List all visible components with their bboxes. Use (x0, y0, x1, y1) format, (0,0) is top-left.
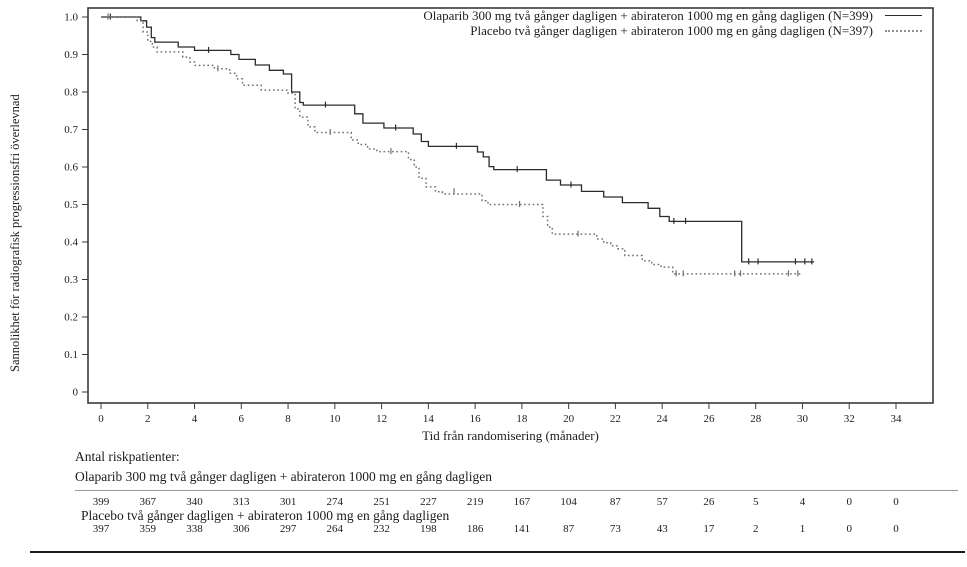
risk-count: 0 (893, 523, 899, 535)
x-tick-label: 2 (145, 413, 151, 425)
risk-count: 26 (703, 496, 715, 508)
risk-count: 251 (373, 496, 390, 508)
x-tick-label: 16 (470, 413, 482, 425)
risk-count: 1 (799, 523, 806, 535)
risk-count: 43 (656, 523, 668, 535)
x-tick-label: 28 (750, 413, 762, 425)
y-tick-label: 0.1 (64, 349, 78, 361)
risk-group-label-olaparib: Olaparib 300 mg två gånger dagligen + ab… (75, 469, 492, 484)
x-tick-label: 8 (285, 413, 291, 425)
risk-count: 57 (656, 496, 668, 508)
risk-count: 399 (92, 496, 110, 508)
risk-count: 297 (279, 523, 297, 535)
x-tick-label: 18 (516, 413, 528, 425)
risk-group-label-placebo: Placebo två gånger dagligen + abirateron… (81, 508, 450, 523)
risk-count: 367 (139, 496, 157, 508)
risk-count: 301 (279, 496, 297, 508)
y-tick-label: 0.2 (64, 312, 78, 324)
risk-count: 313 (233, 496, 250, 508)
km-plot-canvas: 1.00.90.80.70.60.50.40.30.20.100 2 4 6 8 10 12… (64, 7, 934, 425)
risk-count: 17 (703, 523, 715, 535)
risk-count: 0 (846, 496, 852, 508)
risk-count: 5 (752, 496, 759, 508)
risk-count: 0 (893, 496, 899, 508)
legend-item-placebo: Placebo två gånger dagligen + abirateron… (423, 23, 922, 38)
x-tick-label: 0 (98, 413, 104, 425)
km-curve-solid (101, 16, 815, 263)
x-tick-label: 30 (797, 413, 809, 425)
y-axis-label: Sannolikhet för radiografisk progression… (8, 94, 22, 372)
risk-count: 306 (233, 523, 250, 535)
y-tick-label: 0.6 (64, 162, 78, 174)
risk-count: 274 (326, 496, 344, 508)
dotted-line-sample-icon (885, 29, 922, 32)
risk-count: 104 (560, 496, 577, 508)
y-tick-label: 0 (73, 387, 79, 399)
x-tick-label: 10 (329, 413, 341, 425)
risk-counts-olaparib: 399 367 340 313 301 274 251 227 219 167 104 87 57 26 5… (0, 496, 967, 510)
legend-label-olaparib: Olaparib 300 mg två gånger dagligen + ab… (423, 7, 873, 23)
x-tick-label: 34 (891, 413, 903, 425)
x-tick-label: 24 (657, 413, 669, 425)
y-tick-label: 0.8 (64, 87, 78, 99)
risk-count: 338 (186, 523, 203, 535)
x-tick-label: 20 (563, 413, 575, 425)
solid-line-sample-icon (885, 15, 922, 16)
risk-count: 87 (609, 496, 621, 508)
legend: Olaparib 300 mg två gånger dagligen + ab… (423, 8, 922, 38)
x-tick-label: 32 (844, 413, 855, 425)
x-tick-label: 4 (192, 413, 198, 425)
risk-count: 264 (326, 523, 344, 535)
risk-count: 359 (139, 523, 157, 535)
risk-count: 141 (513, 523, 531, 535)
x-tick-label: 22 (610, 413, 621, 425)
legend-label-placebo: Placebo två gånger dagligen + abirateron… (470, 22, 873, 38)
y-tick-label: 0.4 (64, 237, 78, 249)
risk-count: 186 (466, 523, 484, 535)
risk-count: 167 (513, 496, 531, 508)
y-tick-label: 0.3 (64, 274, 78, 286)
y-tick-label: 0.5 (64, 199, 78, 211)
risk-count: 0 (846, 523, 852, 535)
risk-count: 232 (373, 523, 390, 535)
risk-count: 2 (752, 523, 759, 535)
x-tick-label: 12 (376, 413, 387, 425)
risk-count: 73 (609, 523, 621, 535)
risk-table-divider (75, 490, 958, 491)
risk-count: 227 (420, 496, 437, 508)
risk-count: 198 (420, 523, 437, 535)
legend-item-olaparib: Olaparib 300 mg två gånger dagligen + ab… (423, 8, 922, 23)
km-curve-dotted (101, 16, 803, 275)
risk-table-heading: Antal riskpatienter: (75, 449, 180, 464)
x-tick-label: 14 (423, 413, 435, 425)
risk-count: 340 (186, 496, 203, 508)
bottom-divider (30, 551, 965, 553)
x-tick-label: 6 (239, 413, 245, 425)
risk-count: 4 (799, 496, 806, 508)
risk-counts-placebo: 397 359 338 306 297 264 232 198 186 141 87 73 43 17 2 1… (0, 523, 967, 537)
plot-frame (87, 7, 934, 404)
y-tick-label: 1.0 (64, 12, 78, 24)
risk-count: 219 (466, 496, 484, 508)
risk-count: 87 (563, 523, 575, 535)
y-tick-label: 0.9 (64, 49, 78, 61)
risk-count: 397 (92, 523, 110, 535)
x-axis-label: Tid från randomisering (månader) (422, 428, 599, 443)
y-tick-label: 0.7 (64, 124, 78, 136)
x-tick-label: 26 (703, 413, 715, 425)
